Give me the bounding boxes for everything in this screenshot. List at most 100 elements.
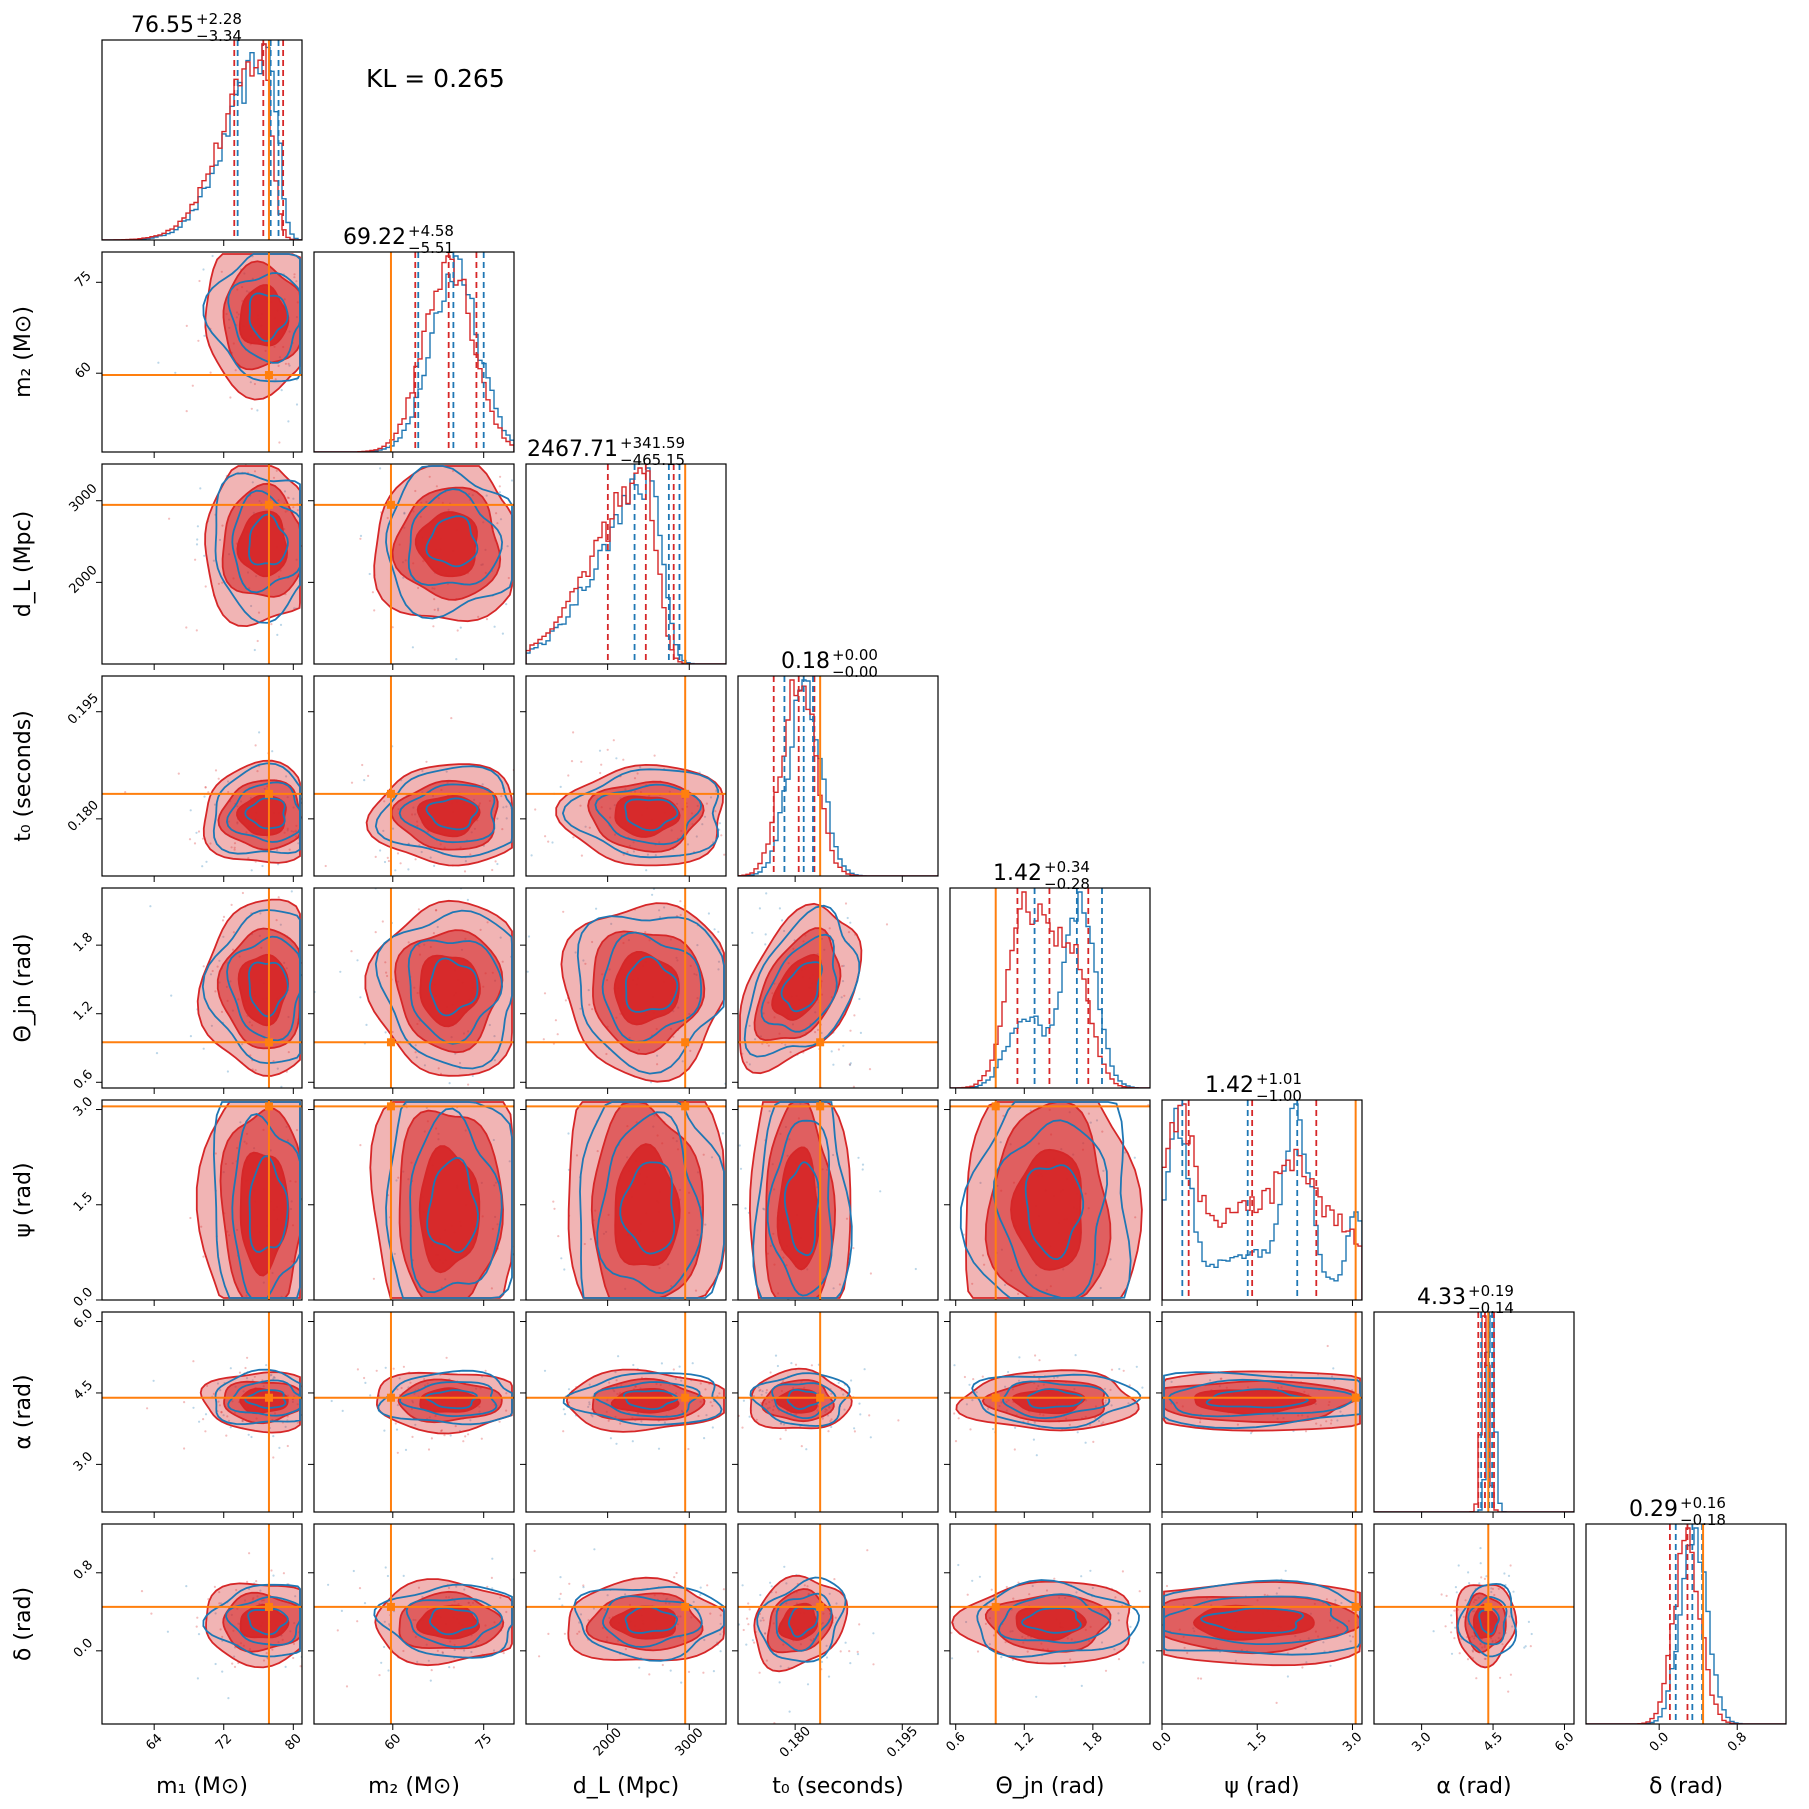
sample-point (391, 827, 395, 830)
truth-marker (264, 371, 273, 380)
sample-point (1468, 1582, 1471, 1585)
panel-frame (737, 675, 939, 877)
sample-point (843, 994, 846, 997)
red-contour-level (776, 1146, 820, 1271)
blue-contour-level (374, 909, 513, 1070)
hist-step-blue (738, 679, 938, 876)
sample-point (828, 927, 831, 930)
sample-point (1127, 1402, 1130, 1405)
sample-point (277, 364, 280, 367)
sample-point (417, 586, 420, 590)
sample-point (368, 572, 371, 576)
sample-point (272, 1456, 275, 1459)
truth-marker (1351, 1602, 1360, 1611)
sample-point (279, 923, 282, 926)
panel-frame (949, 887, 1151, 1089)
blue-contour-level (398, 783, 496, 844)
sample-point (226, 780, 230, 783)
sample-point (222, 935, 225, 938)
sample-point (202, 965, 205, 968)
sample-point (197, 339, 200, 342)
sample-point (976, 1650, 980, 1653)
truth-marker (816, 1038, 825, 1047)
sample-point (177, 772, 180, 775)
sample-point (542, 1038, 545, 1041)
sample-point (436, 925, 439, 929)
blue-contour-level (622, 1389, 679, 1411)
title-plus: +0.00 (832, 646, 878, 664)
sample-point (429, 856, 432, 859)
sample-point (467, 1083, 470, 1086)
sample-point (764, 933, 767, 936)
x-axis-label-m1: m₁ (M⊙) (156, 1774, 248, 1799)
sample-point (1123, 1151, 1127, 1154)
y-axis-label-m2: m₂ (M⊙) (11, 306, 36, 398)
y-tick-label: 3.0 (71, 1094, 96, 1119)
sample-point (789, 1051, 792, 1054)
sample-point (648, 1673, 651, 1676)
sample-point (570, 760, 574, 763)
sample-point (292, 1656, 295, 1660)
sample-point (194, 558, 197, 561)
sample-point (762, 1207, 765, 1210)
sample-point (1075, 1591, 1078, 1594)
sample-point (844, 1641, 847, 1644)
sample-point (1032, 1438, 1035, 1441)
sample-point (1530, 1632, 1533, 1636)
title-minus: −0.00 (832, 663, 878, 681)
x-axis-label-m2: m₂ (M⊙) (368, 1774, 460, 1799)
blue-contour-level (1163, 1595, 1349, 1645)
sample-point (505, 817, 508, 820)
y-axis-label-alpha: α (rad) (11, 1374, 36, 1449)
sample-point (290, 890, 293, 893)
y-tick-label: 1.8 (71, 930, 96, 955)
sample-point (218, 1404, 221, 1407)
sample-point (866, 1549, 869, 1552)
sample-point (1509, 1673, 1512, 1676)
sample-point (1284, 1569, 1287, 1572)
truth-marker (386, 1393, 395, 1402)
sample-point (782, 1380, 785, 1383)
sample-point (544, 835, 547, 838)
sample-point (506, 545, 509, 548)
sample-point (709, 796, 713, 799)
sample-point (971, 1282, 974, 1285)
panel-frame (1373, 1311, 1575, 1513)
sample-point (284, 362, 287, 365)
sample-point (781, 919, 784, 922)
blue-contour-level (743, 904, 861, 1058)
sample-point (505, 1409, 508, 1412)
sample-point (672, 1035, 675, 1038)
sample-point (741, 1584, 744, 1587)
sample-point (1076, 1431, 1079, 1434)
sample-point (1529, 1645, 1532, 1648)
title-minus: −0.14 (1468, 1299, 1514, 1317)
sample-point (1454, 1626, 1457, 1629)
sample-point (1490, 1590, 1493, 1594)
sample-point (720, 834, 723, 837)
y-tick-label: 0.6 (71, 1067, 96, 1092)
sample-point (703, 1638, 706, 1642)
sample-point (885, 923, 889, 926)
sample-point (404, 1448, 408, 1451)
x-tick-label: 1.2 (1012, 1730, 1037, 1755)
sample-point (459, 626, 462, 629)
sample-point (403, 512, 406, 515)
sample-point (957, 1417, 960, 1420)
sample-point (914, 1267, 917, 1271)
sample-point (1336, 1419, 1339, 1422)
sample-point (658, 916, 662, 919)
sample-point (198, 279, 201, 283)
sample-point (432, 932, 435, 935)
sample-point (292, 497, 295, 500)
sample-point (229, 1367, 232, 1370)
sample-point (1005, 1585, 1008, 1589)
sample-point (286, 1444, 289, 1448)
sample-point (1455, 1591, 1458, 1594)
sample-point (816, 1028, 820, 1031)
sample-point (1084, 1441, 1087, 1444)
truth-marker (991, 1602, 1000, 1611)
sample-point (709, 1612, 712, 1615)
sample-point (778, 907, 782, 910)
sample-point (767, 1044, 770, 1047)
